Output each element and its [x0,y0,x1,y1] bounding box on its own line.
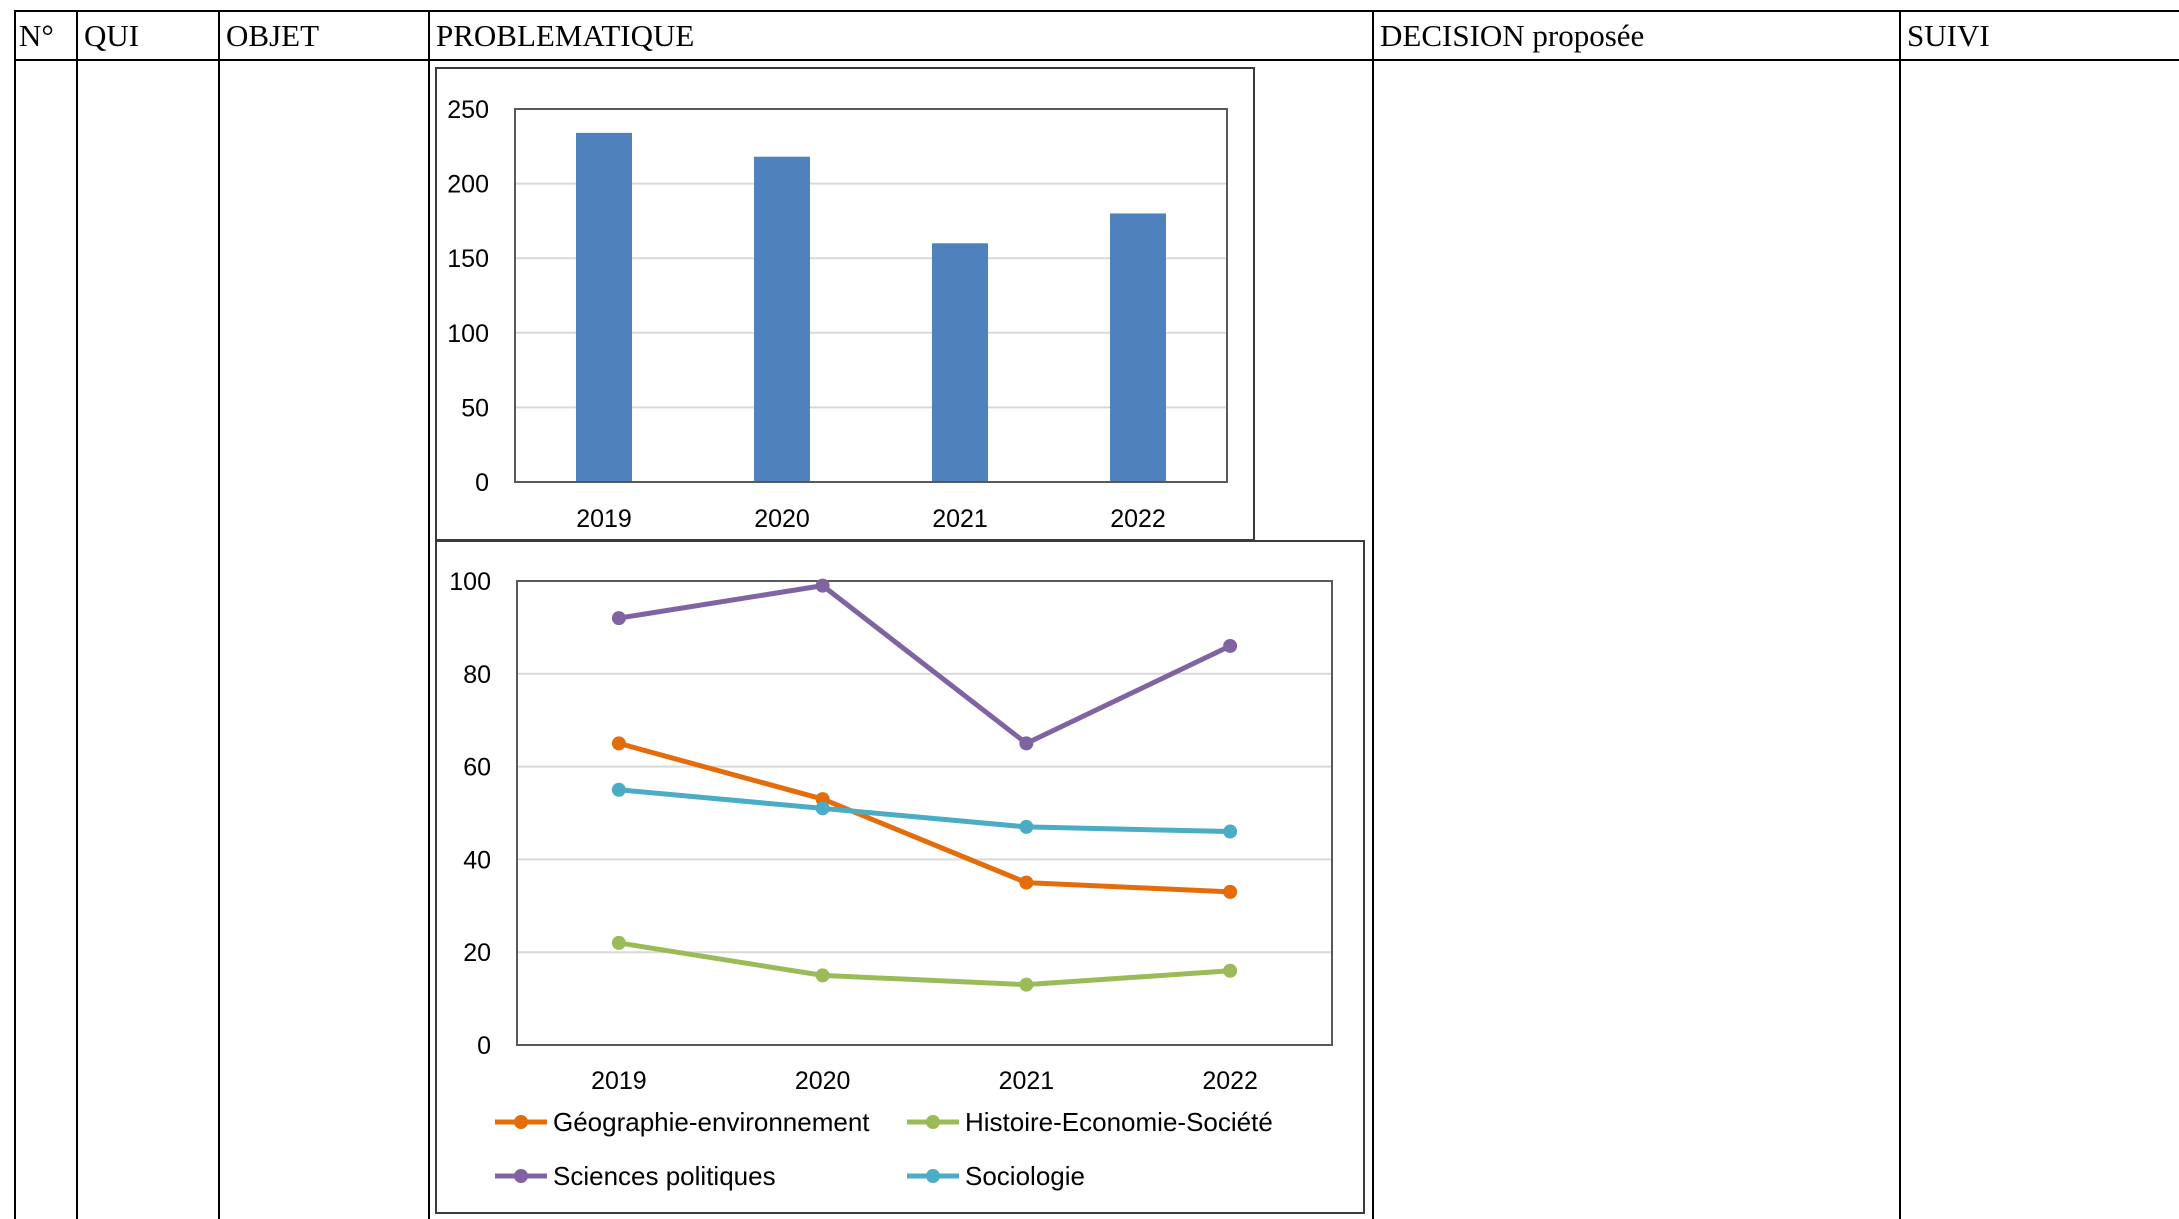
bar-chart: 0 50 100 150 200 250 2019 2020 2021 2022 [447,96,1228,533]
table-top-border [14,10,2179,12]
line-point-0-2 [1019,875,1034,890]
line-x-tick-label-2022: 2022 [1202,1067,1258,1095]
bar-2022 [1110,213,1166,482]
line-point-2-0 [611,611,626,626]
line-series-2 [618,583,1232,746]
line-plot-area [516,580,1333,1046]
table-col-border [14,10,16,1219]
table-header-divider [14,59,2179,61]
bar-y-tick-label-0: 0 [475,469,489,497]
line-point-1-0 [611,935,626,950]
bar-chart-box: 0 50 100 150 200 250 2019 2020 2021 2022 [435,67,1255,541]
legend-marker-1 [926,1115,940,1129]
bar-x-tick-label-2020: 2020 [754,505,810,533]
line-series-3 [618,787,1231,835]
table-col-border [1372,10,1374,1219]
line-y-tick-label-60: 60 [463,754,491,782]
line-point-1-2 [1019,977,1034,992]
line-point-0-0 [611,736,626,751]
bar-y-tick-label-250: 250 [447,96,489,124]
line-y-tick-label-40: 40 [463,846,491,874]
legend-label-0: Géographie-environnement [553,1107,870,1137]
bar-y-tick-label-50: 50 [461,394,489,422]
header-suivi: SUIVI [1907,18,1990,53]
line-y-tick-label-20: 20 [463,939,491,967]
line-x-tick-label-2019: 2019 [591,1067,647,1095]
line-y-tick-label-100: 100 [449,568,491,596]
legend-marker-0 [514,1115,528,1129]
bar-2020 [754,156,810,482]
line-series-0 [618,740,1231,895]
bar-y-tick-label-200: 200 [447,171,489,199]
line-point-1-1 [815,968,830,983]
header-objet: OBJET [226,18,319,53]
line-point-0-3 [1223,884,1238,899]
legend-marker-2 [514,1169,528,1183]
line-chart: 0 20 40 60 80 100 2019 2020 2021 2022 Géographie-e… [449,568,1333,1191]
bar-2019 [576,132,632,482]
header-problematique: PROBLEMATIQUE [436,18,695,53]
line-chart-box: 0 20 40 60 80 100 2019 2020 2021 2022 Géographie-e… [435,540,1365,1214]
legend-label-1: Histoire-Economie-Société [965,1107,1273,1137]
table-col-border [428,10,430,1219]
table-col-border [218,10,220,1219]
line-point-3-3 [1223,824,1238,839]
bar-y-tick-label-150: 150 [447,245,489,273]
line-point-3-1 [815,801,830,816]
legend-marker-3 [926,1169,940,1183]
line-point-3-0 [611,782,626,797]
line-series-1 [618,940,1231,988]
bar-x-tick-label-2022: 2022 [1110,505,1166,533]
line-point-2-3 [1223,638,1238,653]
line-y-tick-label-0: 0 [477,1032,491,1060]
bar-2021 [932,243,988,482]
line-y-tick-label-80: 80 [463,661,491,689]
line-point-2-2 [1019,736,1034,751]
legend-label-2: Sciences politiques [553,1161,776,1191]
bar-x-tick-label-2019: 2019 [576,505,632,533]
line-point-2-1 [815,578,830,593]
header-decision: DECISION proposée [1380,18,1645,53]
table-col-border [76,10,78,1219]
line-x-tick-label-2021: 2021 [999,1067,1055,1095]
bar-x-tick-label-2021: 2021 [932,505,988,533]
header-qui: QUI [84,18,140,53]
header-numero: N° [19,18,54,53]
table-col-border [1899,10,1901,1219]
bar-y-tick-label-100: 100 [447,320,489,348]
line-point-1-3 [1223,963,1238,978]
line-point-3-2 [1019,819,1034,834]
legend-label-3: Sociologie [965,1161,1085,1191]
line-x-tick-label-2020: 2020 [795,1067,851,1095]
